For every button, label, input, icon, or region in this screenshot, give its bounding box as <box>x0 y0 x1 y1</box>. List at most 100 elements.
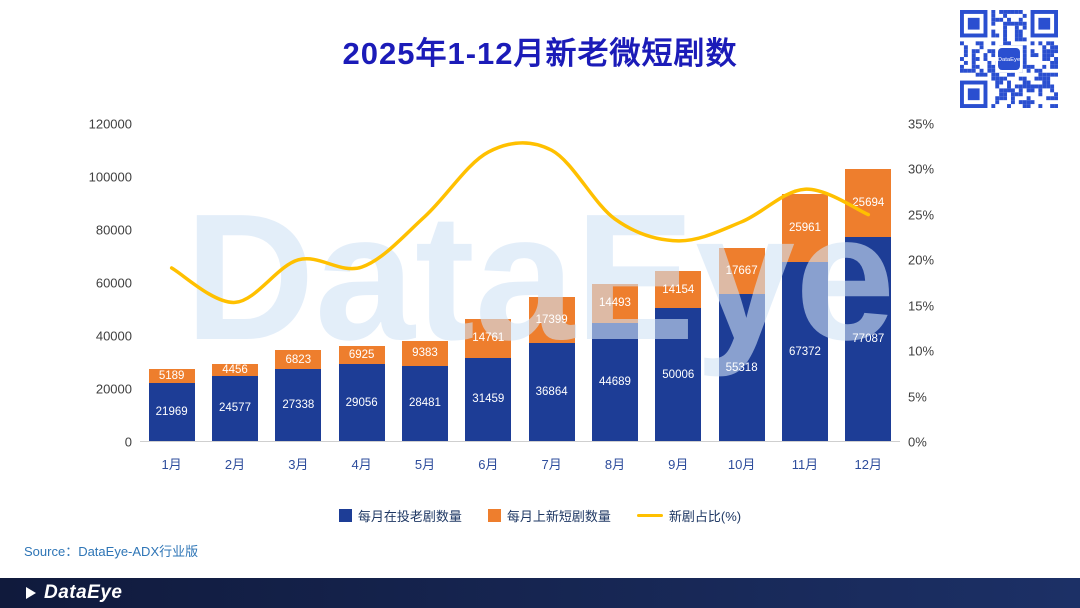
old-drama-segment: 67372 <box>781 262 828 441</box>
old-drama-segment: 44689 <box>591 322 638 441</box>
new-drama-segment: 14154 <box>655 270 702 309</box>
y-tick-left: 100000 <box>88 169 132 185</box>
bar-group: 14154 50006 <box>647 124 710 441</box>
footer-bar: DataEye <box>0 578 1080 608</box>
y-tick-left: 120000 <box>88 116 132 132</box>
new-drama-segment: 25961 <box>781 193 828 263</box>
old-drama-segment: 27338 <box>275 368 322 441</box>
legend-item: 每月上新短剧数量 <box>487 506 611 525</box>
new-drama-segment: 4456 <box>211 363 258 376</box>
x-axis-label: 11月 <box>791 457 819 472</box>
old-drama-segment: 50006 <box>655 308 702 441</box>
legend-label: 每月在投老剧数量 <box>357 509 462 524</box>
old-drama-segment: 77087 <box>845 236 892 441</box>
bar-group: 4456 24577 <box>203 124 266 441</box>
bar-group: 9383 28481 <box>393 124 456 441</box>
page-title: 2025年1-12月新老微短剧数 <box>342 36 738 71</box>
x-axis-label: 5月 <box>414 457 436 472</box>
qr-code: DataEye <box>960 10 1058 108</box>
value-label: 28481 <box>408 397 441 410</box>
new-drama-segment: 6925 <box>338 345 385 365</box>
bar-swatch <box>338 509 352 522</box>
new-drama-segment: 9383 <box>401 340 448 366</box>
value-label: 17399 <box>535 314 568 327</box>
source-note: Source：DataEye-ADX行业版 <box>24 544 199 559</box>
bar-group: 6823 27338 <box>267 124 330 441</box>
x-axis-label: 9月 <box>668 457 689 472</box>
value-label: 14493 <box>598 297 631 310</box>
old-drama-segment: 28481 <box>401 365 448 441</box>
value-label: 27338 <box>282 398 315 411</box>
x-axis-label: 2月 <box>224 457 246 472</box>
bar-group: 25694 77087 <box>837 124 900 441</box>
value-label: 4456 <box>222 363 248 376</box>
y-tick-right: 35% <box>908 116 935 132</box>
x-axis-label: 3月 <box>288 457 309 472</box>
value-label: 6925 <box>348 348 375 361</box>
value-label: 55318 <box>725 361 758 374</box>
y-tick-left: 20000 <box>95 381 132 397</box>
y-tick-right: 25% <box>908 207 935 223</box>
footer-logo-text: DataEye <box>44 582 123 603</box>
bar-swatch <box>487 509 501 522</box>
value-label: 67372 <box>788 345 821 358</box>
value-label: 14154 <box>662 283 695 296</box>
value-label: 25961 <box>788 222 821 235</box>
bar-group: 25961 67372 <box>773 124 836 441</box>
legend-item: 新剧占比(%) <box>636 506 741 525</box>
value-label: 9383 <box>412 347 438 360</box>
bar-group: 17667 55318 <box>710 124 773 441</box>
new-drama-segment: 17667 <box>718 247 765 295</box>
line-swatch <box>636 514 663 517</box>
old-drama-segment: 36864 <box>528 343 575 441</box>
value-label: 36864 <box>535 386 568 399</box>
value-label: 21969 <box>155 405 188 418</box>
value-label: 31459 <box>472 393 505 406</box>
value-label: 6823 <box>285 353 312 366</box>
bar-group: 5189 21969 <box>140 124 203 441</box>
svg-text:DataEye: DataEye <box>998 57 1021 63</box>
x-axis-label: 6月 <box>478 457 499 472</box>
value-label: 14761 <box>472 332 505 345</box>
x-axis-label: 10月 <box>727 457 756 472</box>
value-label: 17667 <box>725 265 758 278</box>
bar-group: 14493 44689 <box>583 124 646 441</box>
x-axis-label: 7月 <box>541 457 562 472</box>
new-drama-segment: 5189 <box>148 369 195 383</box>
old-drama-segment: 21969 <box>148 382 195 441</box>
value-label: 5189 <box>158 369 185 382</box>
y-tick-right: 20% <box>908 252 935 268</box>
y-tick-right: 15% <box>908 298 935 314</box>
new-drama-segment: 6823 <box>275 350 322 369</box>
new-drama-segment: 14493 <box>591 284 638 323</box>
y-tick-left: 40000 <box>95 328 132 344</box>
y-tick-left: 0 <box>124 434 132 450</box>
old-drama-segment: 29056 <box>338 364 385 441</box>
old-drama-segment: 24577 <box>211 375 258 441</box>
bar-group: 14761 31459 <box>457 124 520 441</box>
value-label: 24577 <box>218 402 251 415</box>
x-axis-label: 8月 <box>604 457 626 472</box>
new-drama-segment: 14761 <box>465 318 512 358</box>
dataeye-logo-icon <box>26 587 36 599</box>
qr-code-image: DataEye <box>960 10 1058 108</box>
old-drama-segment: 31459 <box>465 357 512 441</box>
value-label: 44689 <box>598 375 631 388</box>
old-drama-segment: 55318 <box>718 294 765 441</box>
x-axis-label: 12月 <box>854 457 882 472</box>
value-label: 25694 <box>852 196 885 209</box>
y-tick-right: 30% <box>908 161 935 177</box>
legend-item: 每月在投老剧数量 <box>338 506 462 525</box>
y-tick-right: 10% <box>908 343 935 359</box>
y-axis-left: 0 20000 40000 60000 80000 100000 120000 <box>58 117 132 450</box>
x-axis-label: 1月 <box>161 457 182 472</box>
value-label: 77087 <box>852 332 885 345</box>
bar-series: 5189 21969 4456 24577 6823 27338 6925 29056 9383… <box>140 124 900 441</box>
bar-group: 17399 36864 <box>520 124 583 441</box>
new-drama-segment: 17399 <box>528 297 575 344</box>
legend-label: 每月上新短剧数量 <box>506 509 611 524</box>
y-tick-left: 60000 <box>95 275 132 291</box>
y-tick-right: 0% <box>908 434 927 450</box>
y-tick-right: 5% <box>908 389 927 405</box>
